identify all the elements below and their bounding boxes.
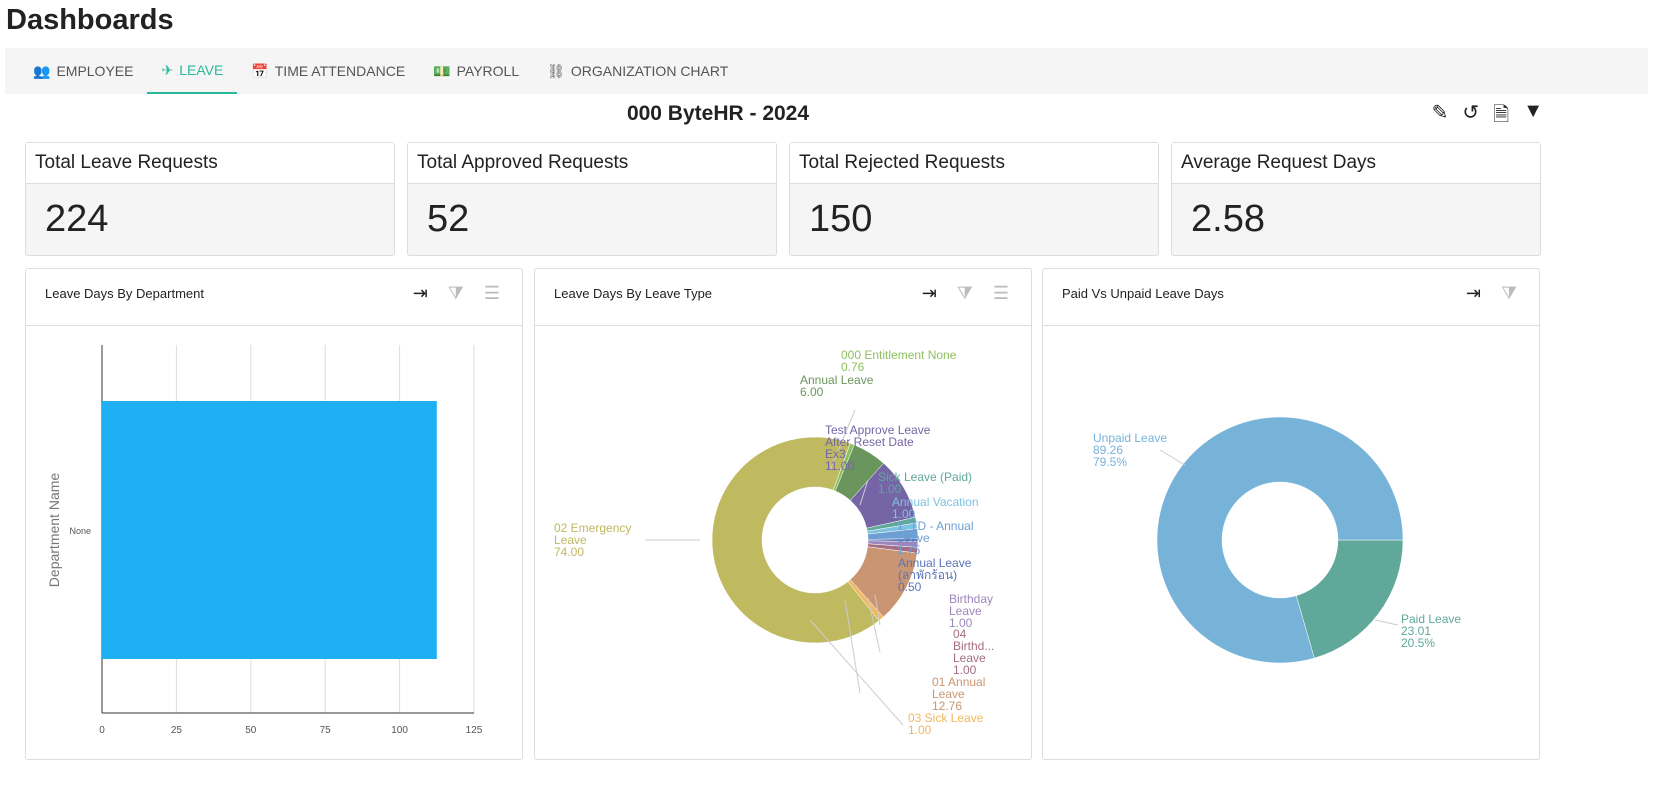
slice-value: 1.00 bbox=[892, 507, 916, 521]
slice-label: Sick Leave (Paid) bbox=[878, 470, 973, 484]
kpi-total-approved: Total Approved Requests 52 bbox=[407, 142, 777, 256]
kpi-value: 52 bbox=[427, 198, 470, 240]
kpi-label: Total Rejected Requests bbox=[790, 143, 1158, 184]
clear-filter-icon[interactable]: ⧩ bbox=[1500, 283, 1517, 303]
export-icon[interactable]: ⇥ bbox=[921, 283, 937, 303]
edit-icon[interactable]: ✎ bbox=[1431, 102, 1449, 124]
slice-label: Annual Vacation bbox=[892, 495, 979, 509]
filter-icon[interactable]: ▼ bbox=[1523, 100, 1543, 122]
slice-value: 0.76 bbox=[841, 360, 865, 374]
panel-title: Leave Days By Department bbox=[45, 286, 204, 301]
tab-label: LEAVE bbox=[179, 62, 224, 78]
slice-label: 01 Annual Leave bbox=[932, 675, 986, 701]
tab-label: EMPLOYEE bbox=[56, 63, 134, 79]
slice-value: 12.76 bbox=[932, 699, 963, 713]
dashboard-tabs: 👥 EMPLOYEE ✈ LEAVE 📅 TIME ATTENDANCE 💵 PAYRO… bbox=[5, 48, 1648, 94]
panel-title: Leave Days By Leave Type bbox=[554, 286, 713, 301]
slice-label-unpaid: Unpaid Leave 89.26 79.5% bbox=[1093, 431, 1168, 469]
clear-filter-icon[interactable]: ⧩ bbox=[956, 283, 973, 303]
export-icon[interactable]: ⇥ bbox=[412, 283, 428, 303]
plane-icon: ✈ bbox=[161, 61, 174, 78]
export-icon[interactable]: ⇥ bbox=[1465, 283, 1481, 303]
pdf-export-icon[interactable]: 🗎 bbox=[1493, 104, 1510, 126]
kpi-total-leave-requests: Total Leave Requests 224 bbox=[25, 142, 395, 256]
panel-title: Paid Vs Unpaid Leave Days bbox=[1062, 286, 1224, 301]
money-icon: 💵 bbox=[433, 62, 451, 79]
sitemap-icon: ⛓ bbox=[547, 62, 565, 79]
slice-label: Annual Leave bbox=[800, 373, 874, 387]
slice-value: 1.75 bbox=[897, 543, 921, 557]
checklist-icon[interactable]: ☰ bbox=[992, 283, 1009, 303]
panel-paid-vs-unpaid: Paid Vs Unpaid Leave Days ⇥ ⧩ bbox=[1042, 268, 1540, 760]
panel-leave-by-type: Leave Days By Leave Type ⇥ ⧩ ☰ bbox=[534, 268, 1032, 760]
report-title: 000 ByteHR - 2024 bbox=[626, 102, 810, 125]
slice-label: Birthday Leave bbox=[949, 592, 994, 618]
page-title: Dashboards bbox=[6, 4, 174, 36]
slice-value: 0.50 bbox=[898, 580, 922, 594]
slice-label: 000 Entitlement None bbox=[841, 348, 957, 362]
slice-label: Annual Leave (ลาพักร้อน) bbox=[898, 556, 972, 582]
calendar-clock-icon: 📅 bbox=[251, 62, 269, 79]
panel-leave-by-department: Leave Days By Department ⇥ ⧩ ☰ bbox=[25, 268, 523, 760]
tab-payroll[interactable]: 💵 PAYROLL bbox=[419, 48, 533, 94]
kpi-label: Average Request Days bbox=[1172, 143, 1540, 184]
slice-label: 03 Sick Leave bbox=[908, 711, 984, 725]
slice-value: 6.00 bbox=[800, 385, 824, 399]
slice-value: 1.00 bbox=[949, 616, 973, 630]
refresh-icon[interactable]: ↺ bbox=[1462, 102, 1480, 124]
kpi-value: 2.58 bbox=[1191, 198, 1265, 240]
tab-label: ORGANIZATION CHART bbox=[570, 63, 729, 79]
slice-label-paid: Paid Leave 23.01 20.5% bbox=[1401, 612, 1462, 650]
checklist-icon[interactable]: ☰ bbox=[483, 283, 500, 303]
kpi-value: 150 bbox=[809, 198, 873, 240]
tab-employee[interactable]: 👥 EMPLOYEE bbox=[19, 48, 147, 94]
slice-value: 1.00 bbox=[908, 723, 932, 737]
slice-value: 1.00 bbox=[953, 663, 977, 677]
tab-label: TIME ATTENDANCE bbox=[274, 63, 406, 79]
clear-filter-icon[interactable]: ⧩ bbox=[447, 283, 464, 303]
tab-label: PAYROLL bbox=[456, 63, 520, 79]
slice-label: 02 Emergency Leave bbox=[554, 521, 632, 547]
tab-leave[interactable]: ✈ LEAVE bbox=[147, 48, 238, 94]
slice-label: 1. TD - Annual Leave bbox=[897, 519, 974, 545]
tab-time-attendance[interactable]: 📅 TIME ATTENDANCE bbox=[237, 48, 419, 94]
users-icon: 👥 bbox=[33, 62, 51, 79]
slice-value: 1.00 bbox=[878, 482, 902, 496]
tab-organization-chart[interactable]: ⛓ ORGANIZATION CHART bbox=[533, 48, 742, 94]
slice-value: 11.00 bbox=[825, 459, 855, 473]
slice-label: 04 Birthd... Leave bbox=[953, 627, 995, 665]
kpi-average-days: Average Request Days 2.58 bbox=[1171, 142, 1541, 256]
slice-value: 74.00 bbox=[554, 545, 585, 559]
slice-label: Test Approve Leave After Reset Date Ex3 bbox=[825, 423, 931, 461]
kpi-value: 224 bbox=[45, 198, 109, 240]
kpi-label: Total Leave Requests bbox=[26, 143, 394, 184]
kpi-total-rejected: Total Rejected Requests 150 bbox=[789, 142, 1159, 256]
kpi-label: Total Approved Requests bbox=[408, 143, 776, 184]
